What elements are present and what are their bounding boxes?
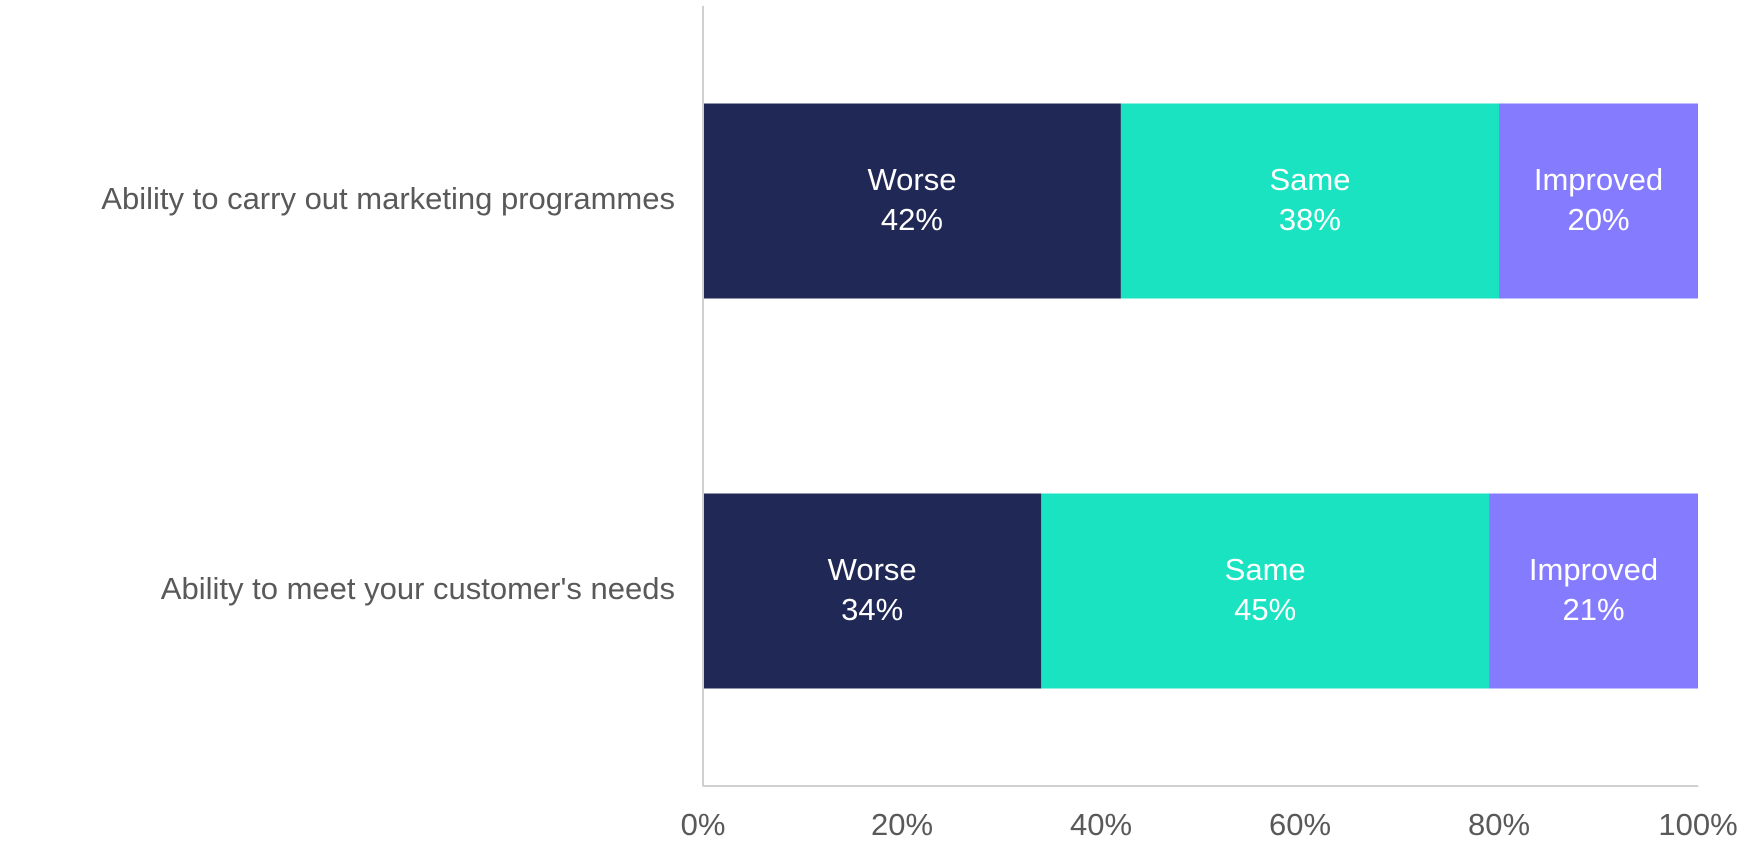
- bar-segment: [703, 103, 1121, 299]
- x-tick-label: 0%: [681, 807, 726, 842]
- x-tick-label: 40%: [1070, 807, 1132, 842]
- data-label-name: Same: [1269, 162, 1350, 197]
- data-label: 45%: [1234, 592, 1296, 627]
- data-label-name: Improved: [1529, 552, 1658, 587]
- data-label: 42%: [881, 202, 943, 237]
- data-label: 20%: [1567, 202, 1629, 237]
- data-label: 34%: [841, 592, 903, 627]
- x-tick-label: 80%: [1468, 807, 1530, 842]
- x-tick-label: 20%: [871, 807, 933, 842]
- bar-segment: [1120, 103, 1499, 299]
- data-label-name: Same: [1225, 552, 1306, 587]
- bar-segment: [703, 493, 1042, 689]
- data-label: 21%: [1563, 592, 1625, 627]
- data-label-name: Improved: [1534, 162, 1663, 197]
- x-tick-label: 100%: [1658, 807, 1737, 842]
- x-tick-label: 60%: [1269, 807, 1331, 842]
- bar-segment: [1041, 493, 1490, 689]
- category-label: Ability to meet your customer's needs: [161, 571, 675, 606]
- data-label-name: Worse: [828, 552, 917, 587]
- bar-segment: [1489, 493, 1698, 689]
- bar-segment: [1499, 103, 1698, 299]
- data-label-name: Worse: [867, 162, 956, 197]
- data-label: 38%: [1279, 202, 1341, 237]
- category-label: Ability to carry out marketing programme…: [101, 181, 675, 216]
